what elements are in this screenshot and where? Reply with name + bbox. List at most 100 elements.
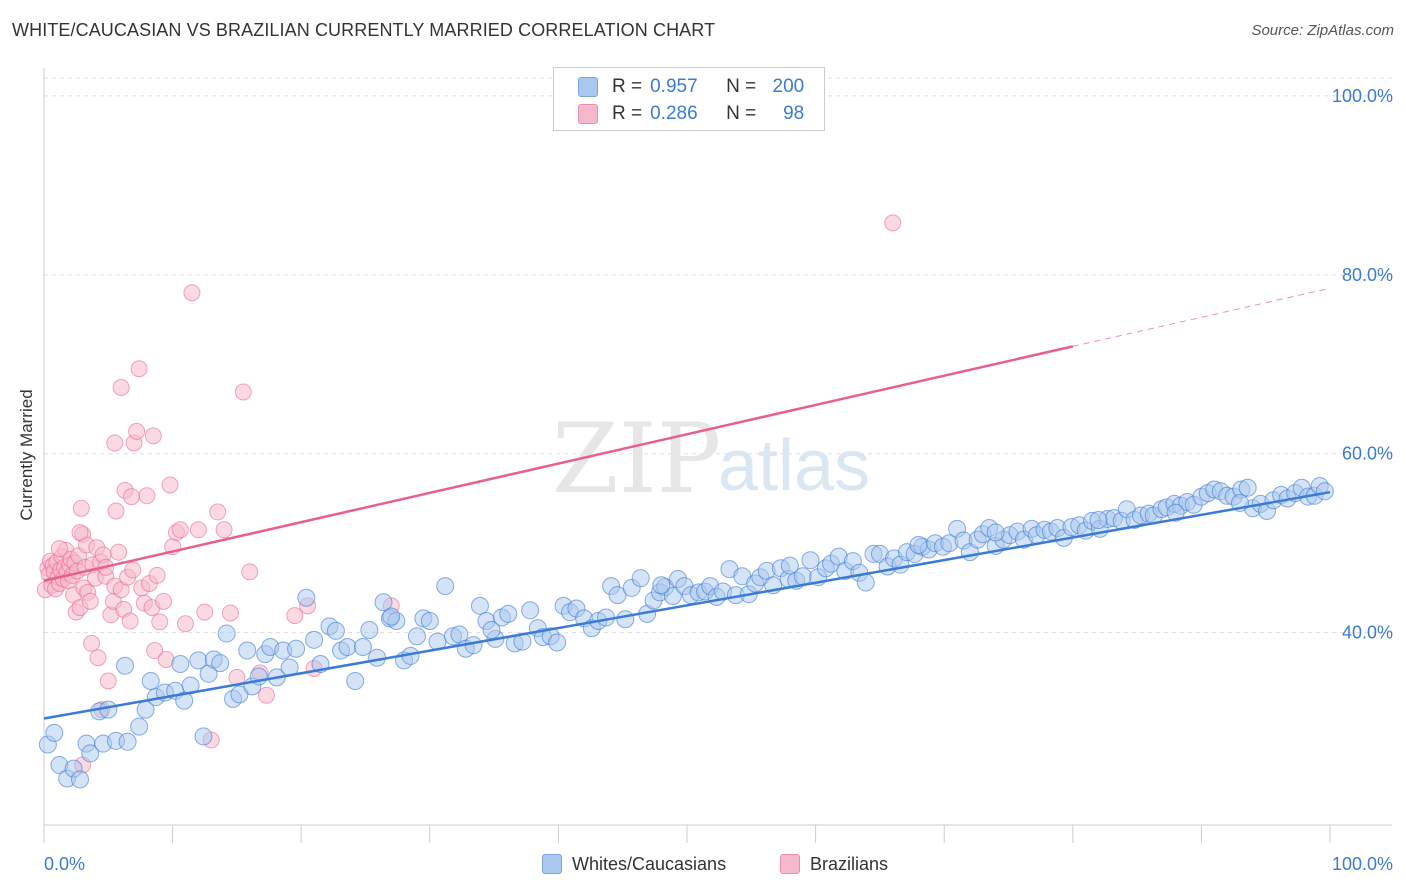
- white-point: [420, 612, 439, 631]
- chart-title: WHITE/CAUCASIAN VS BRAZILIAN CURRENTLY M…: [12, 20, 716, 40]
- white-point: [71, 770, 90, 789]
- legend-swatch-blue: [542, 854, 562, 874]
- white-point: [305, 630, 324, 649]
- brazilian-point: [221, 604, 239, 622]
- legend-swatch-pink: [578, 104, 598, 124]
- source-attribution: Source: ZipAtlas.com: [1251, 22, 1394, 39]
- white-point: [171, 654, 190, 673]
- brazilian-point: [72, 499, 90, 517]
- axes: [43, 68, 1392, 843]
- white-point: [909, 535, 928, 554]
- brazilian-point: [106, 434, 124, 452]
- white-point: [118, 732, 137, 751]
- white-point: [81, 744, 100, 763]
- n-value: 200: [772, 76, 805, 97]
- white-point: [338, 637, 357, 656]
- r-value: 0.286: [650, 103, 698, 124]
- brazilian-point: [161, 476, 179, 494]
- brazilian-point: [107, 502, 125, 520]
- y-tick-label: 40.0%: [1342, 623, 1393, 643]
- brazilian-point: [89, 649, 107, 667]
- brazilian-point: [155, 592, 173, 610]
- white-point: [470, 596, 489, 615]
- brazilian-point: [209, 503, 227, 521]
- y-tick-label: 100.0%: [1332, 86, 1393, 106]
- brazilian-point: [81, 592, 99, 610]
- legend-label-whites: Whites/Caucasians: [572, 853, 727, 874]
- white-point: [238, 641, 257, 660]
- brazilian-point: [176, 615, 194, 633]
- brazilian-point: [121, 612, 139, 630]
- white-point: [175, 691, 194, 710]
- white-point: [521, 601, 540, 620]
- white-point: [374, 593, 393, 612]
- whites-trend-line: [43, 490, 1331, 720]
- n-value: 98: [783, 103, 805, 124]
- brazilian-point: [171, 521, 189, 539]
- brazilian-point: [241, 563, 259, 581]
- watermark-atlas: atlas: [718, 426, 870, 506]
- legend-swatch-blue: [578, 77, 598, 97]
- brazilian-point: [122, 488, 140, 506]
- x-tick-label: 0.0%: [44, 854, 85, 874]
- legend-row-whites: R = 0.957 N = 200: [578, 76, 804, 98]
- white-point: [608, 586, 627, 605]
- trend-lines: [43, 287, 1331, 720]
- y-tick-label: 60.0%: [1342, 444, 1393, 464]
- white-point: [801, 551, 820, 570]
- brazilian-point: [146, 642, 164, 660]
- white-point: [1089, 510, 1108, 529]
- white-point: [780, 556, 799, 575]
- grid: [44, 77, 1392, 634]
- brazilian-point: [148, 566, 166, 584]
- n-label: N =: [726, 103, 757, 124]
- white-point: [287, 639, 306, 658]
- white-point: [194, 727, 213, 746]
- brazilian-point: [144, 427, 162, 445]
- brazilian-point: [215, 521, 233, 539]
- white-point: [353, 637, 372, 656]
- brazilian-point: [99, 672, 117, 690]
- brazilian-point: [112, 379, 130, 397]
- brazilian-point: [130, 360, 148, 378]
- legend-item-whites[interactable]: Whites/Caucasians: [542, 852, 726, 876]
- r-label: R =: [612, 103, 643, 124]
- brazilian-point: [138, 487, 156, 505]
- n-label: N =: [726, 76, 757, 97]
- white-point: [407, 627, 426, 646]
- white-point: [211, 654, 230, 673]
- white-point: [986, 523, 1005, 542]
- white-point: [631, 569, 650, 588]
- brazilian-point: [124, 561, 142, 579]
- legend-swatch-pink: [780, 854, 800, 874]
- white-point: [297, 588, 316, 607]
- white-point: [663, 586, 682, 605]
- whites-points: [38, 476, 1334, 789]
- white-point: [1166, 503, 1185, 522]
- r-value: 0.957: [650, 76, 698, 97]
- brazilian-point: [196, 603, 214, 621]
- white-point: [326, 621, 345, 640]
- brazilians-points: [36, 214, 902, 774]
- white-point: [346, 671, 365, 690]
- brazilian-point: [183, 284, 201, 302]
- white-point: [382, 607, 401, 626]
- legend-item-brazilians[interactable]: Brazilians: [780, 852, 888, 876]
- legend-label-brazilians: Brazilians: [810, 853, 889, 874]
- white-point: [482, 620, 501, 639]
- brazilian-point: [151, 613, 169, 631]
- white-point: [141, 671, 160, 690]
- white-point: [360, 620, 379, 639]
- white-point: [499, 604, 518, 623]
- brazilian-point: [83, 634, 101, 652]
- white-point: [548, 633, 567, 652]
- y-tick-label: 80.0%: [1342, 265, 1393, 285]
- brazilian-point: [71, 523, 89, 541]
- white-point: [1315, 482, 1334, 501]
- white-point: [130, 717, 149, 736]
- white-point: [856, 573, 875, 592]
- brazilian-point: [234, 383, 252, 401]
- brazilian-point: [50, 540, 68, 558]
- brazilian-point: [257, 686, 275, 704]
